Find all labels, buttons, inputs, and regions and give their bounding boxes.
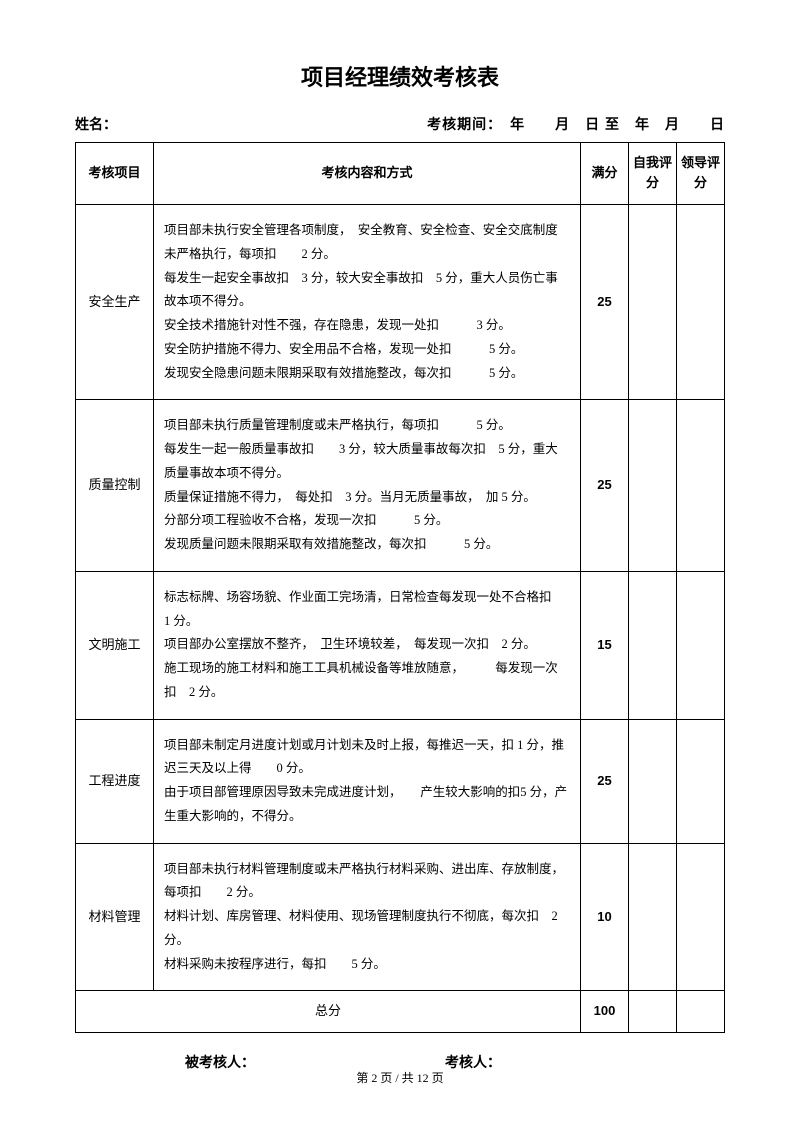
score-cell: 25 [581, 400, 629, 572]
table-row: 工程进度 项目部未制定月进度计划或月计划未及时上报，每推迟一天，扣 1 分，推迟… [76, 719, 725, 843]
col-item: 考核项目 [76, 142, 154, 205]
leader-score-cell [677, 843, 725, 991]
leader-score-cell [677, 205, 725, 400]
total-label: 总分 [76, 991, 581, 1033]
content-cell: 标志标牌、场容场貌、作业面工完场清，日常检查每发现一处不合格扣 1 分。项目部办… [154, 571, 581, 719]
name-label: 姓名： [75, 113, 117, 135]
score-cell: 10 [581, 843, 629, 991]
period-label: 考核期间： 年 月 日 至 年 月 日 [427, 113, 725, 135]
page-footer: 第 2 页 / 共 12 页 [0, 1069, 800, 1088]
total-row: 总分 100 [76, 991, 725, 1033]
total-score: 100 [581, 991, 629, 1033]
content-cell: 项目部未制定月进度计划或月计划未及时上报，每推迟一天，扣 1 分，推迟三天及以上… [154, 719, 581, 843]
self-score-cell [629, 843, 677, 991]
assessment-table: 考核项目 考核内容和方式 满分 自我评分 领导评分 安全生产 项目部未执行安全管… [75, 142, 725, 1034]
table-row: 安全生产 项目部未执行安全管理各项制度， 安全教育、安全检查、安全交底制度未严格… [76, 205, 725, 400]
col-leader-score: 领导评分 [677, 142, 725, 205]
self-score-cell [629, 719, 677, 843]
item-cell: 安全生产 [76, 205, 154, 400]
self-total-cell [629, 991, 677, 1033]
leader-score-cell [677, 719, 725, 843]
item-cell: 质量控制 [76, 400, 154, 572]
self-score-cell [629, 205, 677, 400]
content-cell: 项目部未执行质量管理制度或未严格执行，每项扣 5 分。每发生一起一般质量事故扣 … [154, 400, 581, 572]
header-row: 姓名： 考核期间： 年 月 日 至 年 月 日 [75, 113, 725, 135]
item-cell: 文明施工 [76, 571, 154, 719]
table-header-row: 考核项目 考核内容和方式 满分 自我评分 领导评分 [76, 142, 725, 205]
col-content: 考核内容和方式 [154, 142, 581, 205]
content-cell: 项目部未执行材料管理制度或未严格执行材料采购、进出库、存放制度，每项扣 2 分。… [154, 843, 581, 991]
item-cell: 材料管理 [76, 843, 154, 991]
table-row: 文明施工 标志标牌、场容场貌、作业面工完场清，日常检查每发现一处不合格扣 1 分… [76, 571, 725, 719]
score-cell: 15 [581, 571, 629, 719]
score-cell: 25 [581, 719, 629, 843]
page-title: 项目经理绩效考核表 [75, 60, 725, 95]
table-row: 材料管理 项目部未执行材料管理制度或未严格执行材料采购、进出库、存放制度，每项扣… [76, 843, 725, 991]
table-row: 质量控制 项目部未执行质量管理制度或未严格执行，每项扣 5 分。每发生一起一般质… [76, 400, 725, 572]
leader-score-cell [677, 571, 725, 719]
self-score-cell [629, 571, 677, 719]
leader-total-cell [677, 991, 725, 1033]
col-self-score: 自我评分 [629, 142, 677, 205]
col-full-score: 满分 [581, 142, 629, 205]
content-cell: 项目部未执行安全管理各项制度， 安全教育、安全检查、安全交底制度未严格执行，每项… [154, 205, 581, 400]
item-cell: 工程进度 [76, 719, 154, 843]
score-cell: 25 [581, 205, 629, 400]
self-score-cell [629, 400, 677, 572]
leader-score-cell [677, 400, 725, 572]
